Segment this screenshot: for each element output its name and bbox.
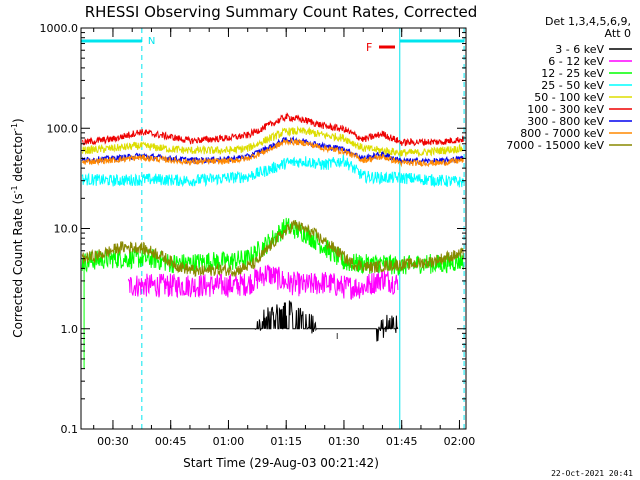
series-line-7 xyxy=(82,137,464,168)
y-tick-label: 1.0 xyxy=(61,323,79,336)
x-tick-label: 01:30 xyxy=(328,435,360,448)
axes: 1000.0 100.0 10.0 1.0 0.1 00:30 00:45 01:00 01:1… xyxy=(40,22,476,448)
plot-frame xyxy=(80,27,467,430)
y-tick-label: 100.0 xyxy=(47,122,79,135)
x-tick-label: 00:45 xyxy=(155,435,187,448)
flare-marker-label: F xyxy=(366,41,372,54)
series-line-0 xyxy=(190,300,399,342)
legend-label-8: 7000 - 15000 keV xyxy=(506,139,604,152)
legend-label-2: 12 - 25 keV xyxy=(541,67,604,80)
legend-label-5: 100 - 300 keV xyxy=(527,103,604,116)
legend-label-3: 25 - 50 keV xyxy=(541,79,604,92)
x-axis-label: Start Time (29-Aug-03 00:21:42) xyxy=(183,456,379,470)
y-axis-label: Corrected Count Rate (s-1 detector-1) xyxy=(10,118,25,337)
y-tick-label: 0.1 xyxy=(61,423,79,436)
legend-header-1: Det 1,3,4,5,6,9, xyxy=(545,15,631,28)
footer-timestamp: 22-Oct-2021 20:41 xyxy=(551,469,633,478)
saa-marker: I xyxy=(336,332,338,341)
series-line-1 xyxy=(127,264,399,300)
y-tick-label: 10.0 xyxy=(54,223,79,236)
legend-label-0: 3 - 6 keV xyxy=(555,43,604,56)
x-tick-label: 00:30 xyxy=(97,435,129,448)
legend-label-1: 6 - 12 keV xyxy=(548,55,604,68)
legend-label-7: 800 - 7000 keV xyxy=(520,127,604,140)
night-marker-label: N xyxy=(148,36,155,47)
x-tick-label: 02:00 xyxy=(444,435,476,448)
x-tick-label: 01:15 xyxy=(270,435,302,448)
x-tick-label: 01:45 xyxy=(386,435,418,448)
series-line-3 xyxy=(81,154,464,188)
series-line-4 xyxy=(81,125,464,157)
series-line-5 xyxy=(82,112,464,147)
y-tick-label: 1000.0 xyxy=(40,22,79,35)
x-tick-label: 01:00 xyxy=(213,435,245,448)
chart-title: RHESSI Observing Summary Count Rates, Co… xyxy=(85,3,478,21)
series-line-8 xyxy=(81,219,464,278)
legend-label-4: 50 - 100 keV xyxy=(534,91,604,104)
legend-header-2: Att 0 xyxy=(605,27,631,40)
legend-label-6: 300 - 800 keV xyxy=(527,115,604,128)
